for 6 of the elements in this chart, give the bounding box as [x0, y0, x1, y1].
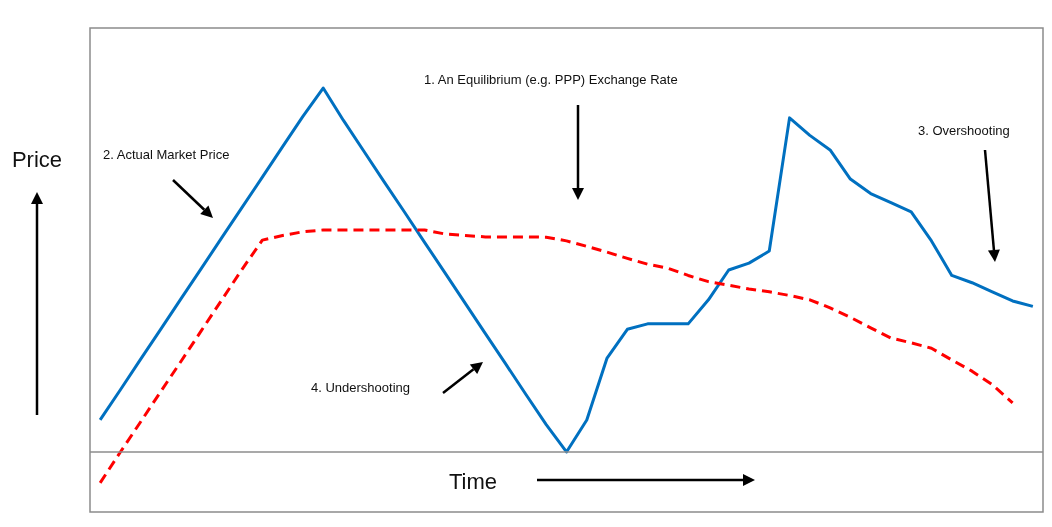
annotation: 4. Undershooting — [311, 380, 411, 395]
annotation: 2. Actual Market Price — [103, 147, 230, 162]
x-axis-title: Time — [448, 469, 498, 494]
y-axis-title: Price — [11, 147, 63, 172]
annotation: 3. Overshooting — [918, 123, 1010, 138]
text: 1. An Equilibrium (e.g. PPP) Exchange Rate — [424, 72, 678, 87]
